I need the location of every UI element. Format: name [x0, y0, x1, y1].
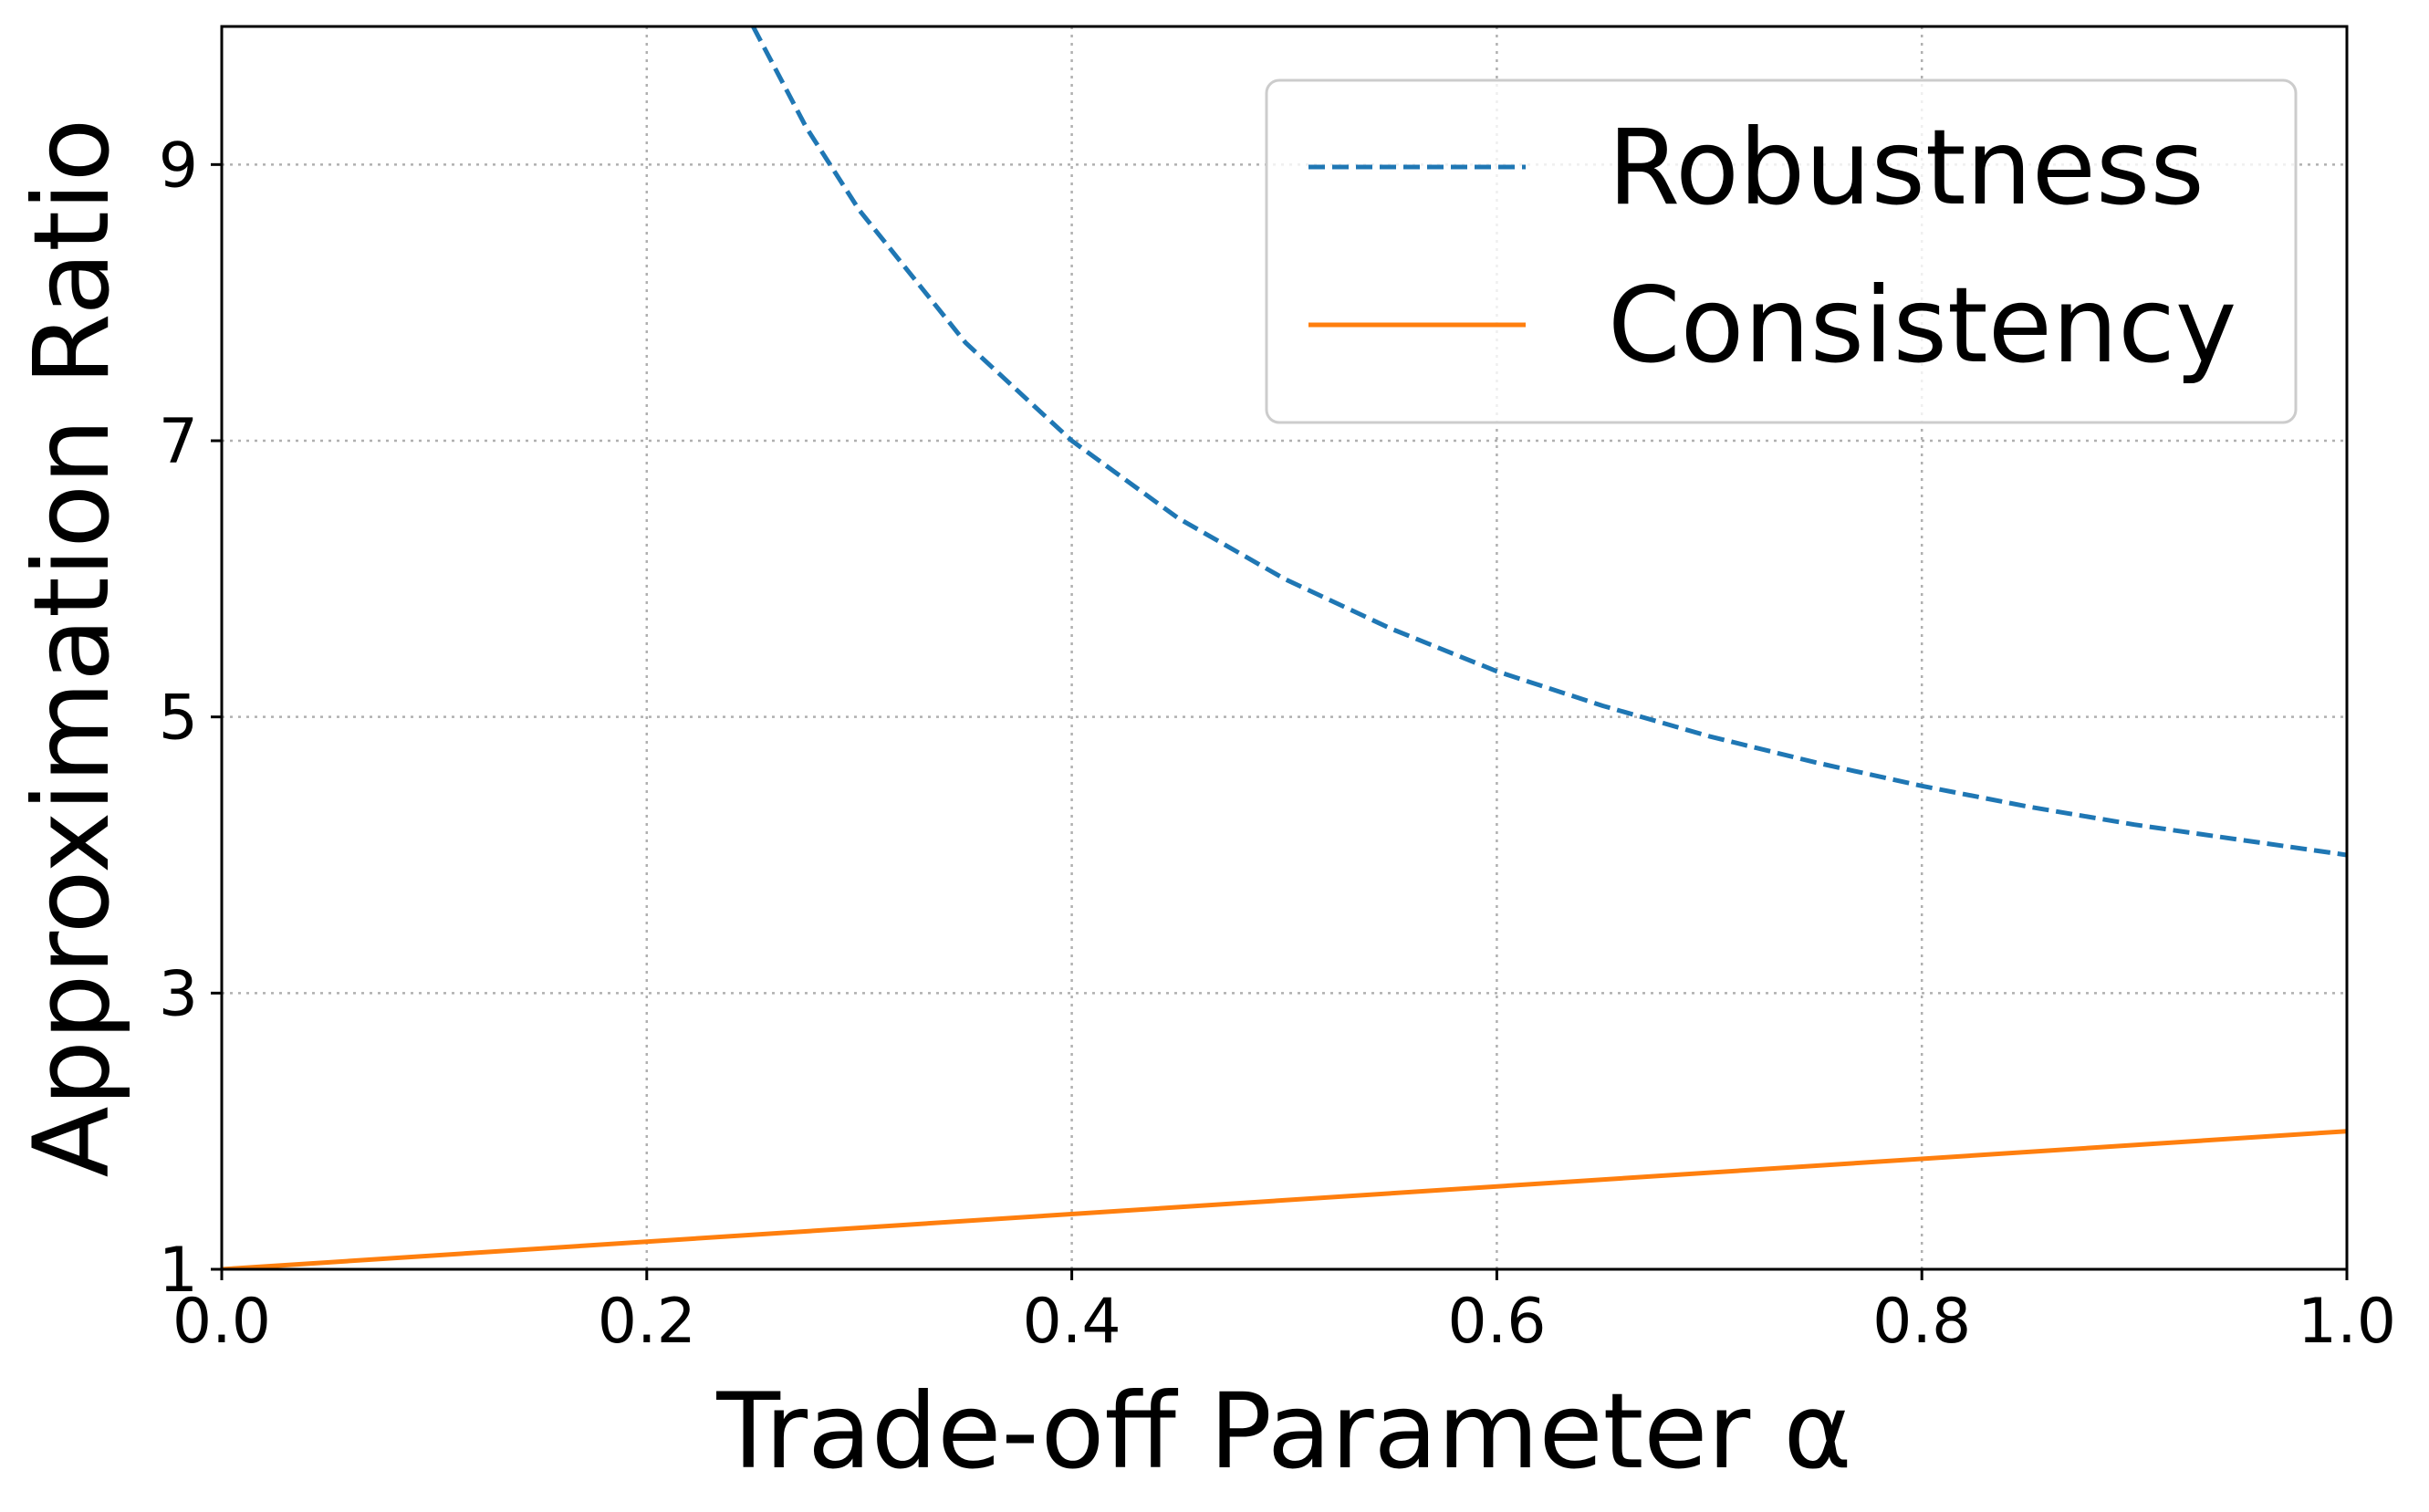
- y-tick-label: 9: [159, 130, 198, 202]
- y-tick-label: 1: [159, 1235, 198, 1307]
- series-line-robustness: [751, 26, 2347, 858]
- y-axis-label: Approximation Ratio: [11, 119, 132, 1178]
- x-axis-label: Trade-off Parameter α: [715, 1371, 1851, 1492]
- x-tick-label: 0.4: [1023, 1286, 1121, 1358]
- legend-label-robustness: Robustness: [1608, 107, 2205, 228]
- x-tick-label: 0.0: [172, 1286, 271, 1358]
- ticks: 0.0 0.2 0.4 0.6 0.8 1.0 1 3 5 7 9: [159, 130, 2396, 1358]
- x-tick-label: 1.0: [2298, 1286, 2396, 1358]
- series-layer: [222, 26, 2347, 1269]
- y-tick-label: 5: [159, 683, 198, 755]
- series-line-consistency: [222, 1129, 2347, 1269]
- legend: Robustness Consistency: [1265, 78, 2298, 424]
- legend-label-consistency: Consistency: [1608, 265, 2236, 386]
- x-tick-label: 0.2: [598, 1286, 696, 1358]
- x-tick-label: 0.6: [1447, 1286, 1546, 1358]
- x-tick-label: 0.8: [1872, 1286, 1971, 1358]
- y-tick-label: 3: [159, 958, 198, 1030]
- plot-frame: [220, 25, 2349, 1271]
- y-tick-label: 7: [159, 406, 198, 478]
